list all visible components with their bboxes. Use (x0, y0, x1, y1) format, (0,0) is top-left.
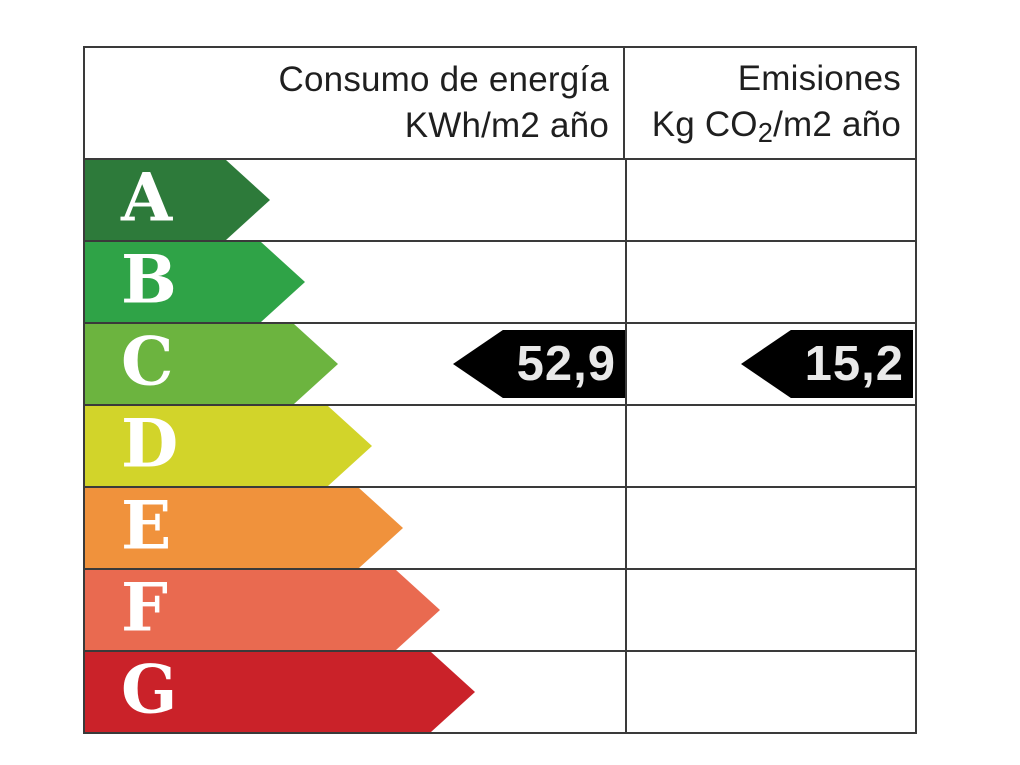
rating-bar-b (85, 242, 305, 322)
rating-table: Consumo de energía KWh/m2 año Emisiones … (83, 46, 917, 734)
rating-bar-f (85, 570, 440, 650)
consumption-cell-d: D (85, 404, 627, 486)
emissions-value-arrow: 15,2 (741, 330, 913, 398)
consumption-cell-a: A (85, 158, 627, 240)
rating-bar-e (85, 488, 403, 568)
rating-row-a: A (85, 158, 915, 240)
rating-letter-d: D (121, 404, 179, 483)
consumption-cell-e: E (85, 486, 627, 568)
rating-letter-a: A (121, 158, 173, 237)
table-header: Consumo de energía KWh/m2 año Emisiones … (85, 48, 915, 158)
emissions-cell-f (627, 570, 915, 650)
rating-rows: A B C 52,9 15,2 D E F G (85, 158, 915, 732)
rating-letter-f: F (121, 568, 168, 647)
emissions-units-post: /m2 año (773, 105, 901, 144)
header-consumption-column: Consumo de energía KWh/m2 año (85, 48, 625, 158)
header-emissions-title: Emisiones (737, 59, 901, 98)
consumption-value: 52,9 (516, 337, 616, 391)
header-consumption-title: Consumo de energía (278, 60, 609, 99)
consumption-cell-b: B (85, 240, 627, 322)
emissions-cell-e (627, 488, 915, 568)
consumption-cell-f: F (85, 568, 627, 650)
rating-row-e: E (85, 486, 915, 568)
header-emissions-column: Emisiones Kg CO2/m2 año (625, 48, 915, 158)
rating-bar-c (85, 324, 338, 404)
rating-row-f: F (85, 568, 915, 650)
consumption-cell-g: G (85, 650, 627, 732)
emissions-cell-d (627, 406, 915, 486)
emissions-cell-c: 15,2 (627, 324, 915, 404)
emissions-value: 15,2 (804, 337, 904, 391)
emissions-units-subscript: 2 (757, 117, 774, 148)
rating-row-d: D (85, 404, 915, 486)
rating-letter-c: C (121, 322, 174, 401)
rating-row-g: G (85, 650, 915, 732)
consumption-cell-c: C 52,9 (85, 322, 627, 404)
header-consumption-units: KWh/m2 año (404, 106, 609, 145)
rating-letter-e: E (121, 486, 172, 565)
emissions-cell-b (627, 242, 915, 322)
rating-bar-g (85, 652, 475, 732)
rating-letter-b: B (121, 240, 177, 319)
emissions-units-pre: Kg CO (651, 105, 758, 144)
emissions-cell-g (627, 652, 915, 732)
consumption-value-arrow: 52,9 (453, 330, 625, 398)
rating-row-c: C 52,9 15,2 (85, 322, 915, 404)
emissions-cell-a (627, 160, 915, 240)
rating-row-b: B (85, 240, 915, 322)
rating-bar-d (85, 406, 372, 486)
header-emissions-units: Kg CO2/m2 año (652, 102, 901, 150)
rating-letter-g: G (121, 650, 178, 729)
rating-bar-a (85, 160, 270, 240)
